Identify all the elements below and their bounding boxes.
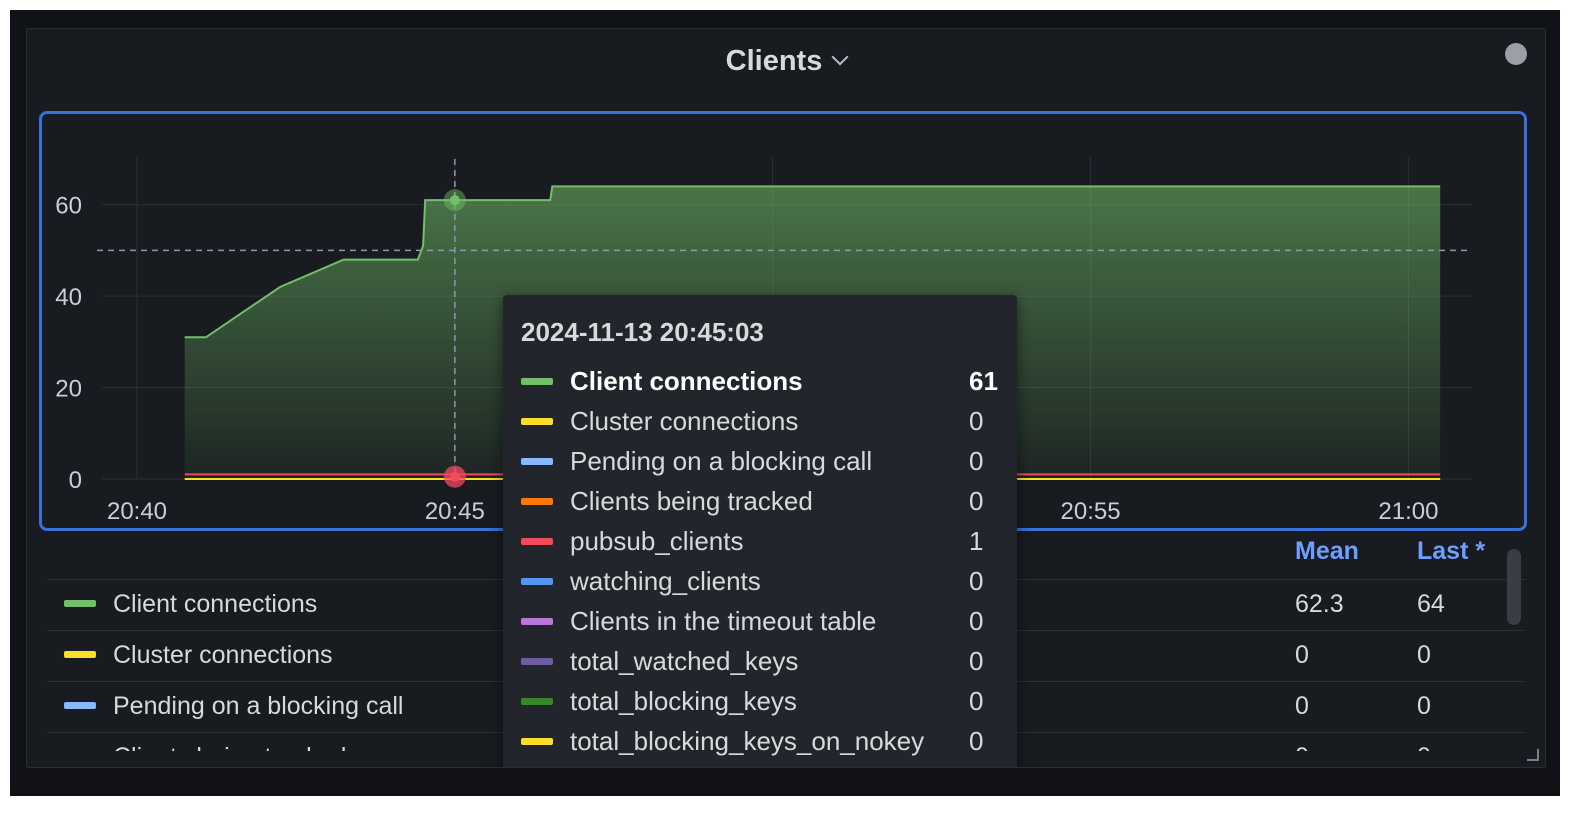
tooltip-series-name: Client connections bbox=[570, 366, 803, 396]
tooltip-series-name: total_blocking_keys_on_nokey bbox=[570, 726, 925, 756]
series-color-swatch bbox=[521, 378, 553, 385]
series-color-swatch bbox=[521, 738, 553, 745]
tooltip-series-name: total_blocking_keys bbox=[570, 686, 797, 716]
legend-series-name[interactable]: Client connections bbox=[113, 590, 318, 618]
tooltip-item: Client connections 61 bbox=[503, 361, 1017, 401]
series-color-swatch bbox=[521, 418, 553, 425]
x-tick-label: 20:55 bbox=[1061, 498, 1121, 525]
tooltip-series-value: 0 bbox=[969, 566, 984, 596]
tooltip-series-value: 61 bbox=[969, 366, 998, 396]
tooltip-series-name: pubsub_clients bbox=[570, 526, 744, 556]
chevron-down-icon[interactable] bbox=[831, 48, 849, 66]
tooltip-series-value: 1 bbox=[969, 526, 984, 556]
series-color-swatch bbox=[521, 538, 553, 545]
clients-panel: Clients 020406020:4020:4520:5020:5521:00… bbox=[26, 28, 1546, 768]
x-tick-label: 20:40 bbox=[107, 498, 167, 525]
panel-title[interactable]: Clients bbox=[27, 45, 1545, 78]
legend-last-value: 0 bbox=[1417, 743, 1431, 751]
legend-header-last[interactable]: Last * bbox=[1417, 537, 1486, 565]
panel-status-icon[interactable] bbox=[1505, 43, 1527, 65]
series-color-swatch bbox=[64, 651, 96, 658]
tooltip-item: Cluster connections 0 bbox=[503, 401, 1017, 441]
x-tick-label: 20:45 bbox=[425, 498, 485, 525]
legend-scrollbar[interactable] bbox=[1507, 549, 1521, 625]
tooltip-item: Clients being tracked 0 bbox=[503, 481, 1017, 521]
tooltip-series-name: Clients in the timeout table bbox=[570, 606, 877, 636]
series-color-swatch bbox=[64, 600, 96, 607]
hover-point bbox=[449, 195, 460, 206]
series-color-swatch bbox=[521, 458, 553, 465]
panel-title-text: Clients bbox=[725, 45, 823, 77]
tooltip-item: pubsub_clients 1 bbox=[503, 521, 1017, 561]
tooltip-series-value: 0 bbox=[969, 726, 984, 756]
y-tick-label: 60 bbox=[55, 193, 82, 220]
legend-series-name[interactable]: Pending on a blocking call bbox=[113, 692, 404, 720]
legend-mean-value: 62.3 bbox=[1295, 590, 1344, 618]
tooltip-series-value: 0 bbox=[969, 406, 984, 436]
tooltip-timestamp: 2024-11-13 20:45:03 bbox=[521, 317, 764, 347]
tooltip-series-value: 0 bbox=[969, 646, 984, 676]
series-line[interactable] bbox=[184, 185, 1441, 339]
legend-last-value: 0 bbox=[1417, 692, 1431, 720]
dashboard-background: Clients 020406020:4020:4520:5020:5521:00… bbox=[10, 10, 1560, 796]
y-tick-label: 0 bbox=[69, 467, 82, 494]
tooltip-item: total_blocking_keys_on_nokey 0 bbox=[503, 721, 1017, 761]
tooltip-item: Clients in the timeout table 0 bbox=[503, 601, 1017, 641]
tooltip-item: watching_clients 0 bbox=[503, 561, 1017, 601]
tooltip-series-value: 0 bbox=[969, 486, 984, 516]
legend-last-value: 0 bbox=[1417, 641, 1431, 669]
series-color-swatch bbox=[521, 658, 553, 665]
tooltip-series-name: total_watched_keys bbox=[570, 646, 799, 676]
tooltip-series-name: watching_clients bbox=[570, 566, 761, 596]
series-color-swatch bbox=[521, 698, 553, 705]
tooltip-series-value: 0 bbox=[969, 686, 984, 716]
series-color-swatch bbox=[64, 702, 96, 709]
legend-mean-value: 0 bbox=[1295, 641, 1309, 669]
series-color-swatch bbox=[521, 618, 553, 625]
y-tick-label: 20 bbox=[55, 376, 82, 403]
hover-point bbox=[449, 471, 460, 482]
y-tick-label: 40 bbox=[55, 284, 82, 311]
tooltip-series-name: Cluster connections bbox=[570, 406, 799, 436]
x-tick-label: 21:00 bbox=[1378, 498, 1438, 525]
tooltip-series-name: Pending on a blocking call bbox=[570, 446, 873, 476]
tooltip-item: Pending on a blocking call 0 bbox=[503, 441, 1017, 481]
hover-tooltip: 2024-11-13 20:45:03 Client connections 61… bbox=[503, 295, 1017, 767]
tooltip-series-value: 0 bbox=[969, 606, 984, 636]
legend-header-mean[interactable]: Mean bbox=[1295, 537, 1359, 565]
series-color-swatch bbox=[521, 578, 553, 585]
legend-mean-value: 0 bbox=[1295, 743, 1309, 751]
legend-mean-value: 0 bbox=[1295, 692, 1309, 720]
tooltip-item: total_watched_keys 0 bbox=[503, 641, 1017, 681]
series-color-swatch bbox=[521, 498, 553, 505]
legend-last-value: 64 bbox=[1417, 590, 1445, 618]
tooltip-series-value: 0 bbox=[969, 446, 984, 476]
legend-series-name[interactable]: Clients being tracked bbox=[113, 743, 346, 751]
tooltip-item: total_blocking_keys 0 bbox=[503, 681, 1017, 721]
tooltip-series-name: Clients being tracked bbox=[570, 486, 813, 516]
resize-handle-icon[interactable] bbox=[1527, 749, 1539, 761]
legend-series-name[interactable]: Cluster connections bbox=[113, 641, 333, 669]
